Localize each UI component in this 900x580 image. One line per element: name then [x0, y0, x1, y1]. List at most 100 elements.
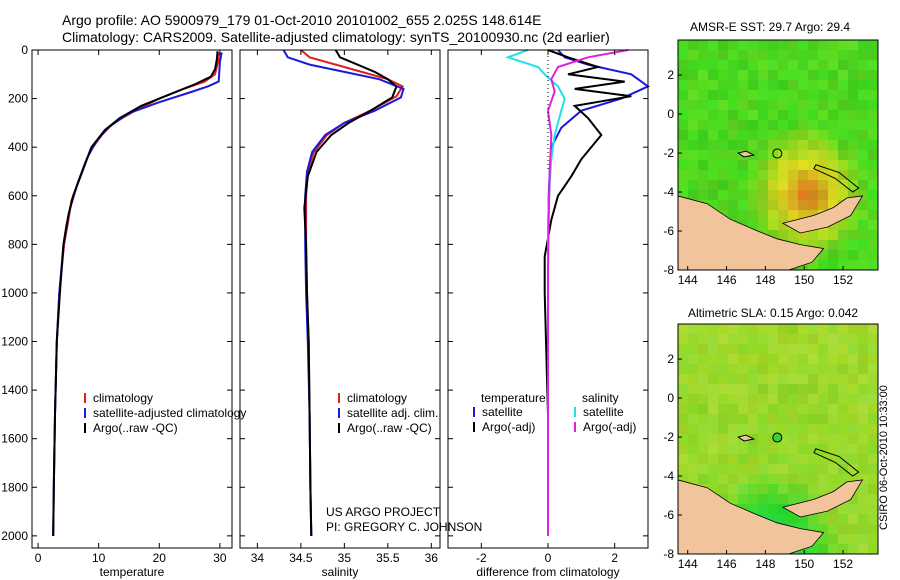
- sst-map-cell: [748, 160, 758, 170]
- sst-map-cell: [808, 240, 818, 250]
- sla-map-cell: [858, 434, 868, 444]
- sst-map-cell: [708, 40, 718, 50]
- legend-label-sal: climatology: [347, 391, 407, 405]
- sla-map-cell: [688, 454, 698, 464]
- sst-map-cell: [758, 120, 768, 130]
- sst-map-cell: [748, 200, 758, 210]
- sla-map-cell: [868, 524, 878, 534]
- sla-map-cell: [808, 494, 818, 504]
- sla-map-cell: [688, 394, 698, 404]
- sst-map-cell: [778, 40, 788, 50]
- sla-map-cell: [798, 344, 808, 354]
- sla-map-cell: [848, 364, 858, 374]
- sst-map-cell: [678, 90, 688, 100]
- pi-annotation: PI: GREGORY C. JOHNSON: [326, 520, 482, 534]
- legend-label-diff: Argo(-adj): [482, 420, 535, 434]
- sla-map-cell: [768, 504, 778, 514]
- sst-map-cell: [748, 70, 758, 80]
- sst-map-cell: [818, 240, 828, 250]
- sst-map-cell: [708, 120, 718, 130]
- sla-map-cell: [688, 384, 698, 394]
- sst-x-tick-label: 150: [794, 273, 814, 287]
- sla-map-cell: [758, 334, 768, 344]
- sst-map-cell: [708, 50, 718, 60]
- sla-map-cell: [678, 384, 688, 394]
- project-annotation: US ARGO PROJECT: [326, 505, 441, 519]
- y-tick-label-temp: 0: [21, 43, 28, 57]
- sla-map-cell: [828, 334, 838, 344]
- sst-map-cell: [758, 40, 768, 50]
- sla-map-cell: [788, 404, 798, 414]
- sst-map-cell: [798, 130, 808, 140]
- sla-map-cell: [848, 544, 858, 554]
- sst-map-cell: [828, 160, 838, 170]
- sst-map-frame: [677, 39, 879, 271]
- sla-map-cell: [738, 474, 748, 484]
- sla-map-cell: [798, 354, 808, 364]
- sla-map-cell: [738, 364, 748, 374]
- sla-map-cell: [788, 514, 798, 524]
- sst-map-cell: [848, 140, 858, 150]
- sst-map-cell: [758, 160, 768, 170]
- sst-map-cell: [798, 200, 808, 210]
- sla-map-cell: [748, 394, 758, 404]
- sst-map-cell: [798, 190, 808, 200]
- legend-header-temperature: temperature: [481, 391, 546, 405]
- sst-map-cell: [788, 90, 798, 100]
- sst-map-cell: [808, 90, 818, 100]
- sst-map-cell: [688, 140, 698, 150]
- sla-map-cell: [848, 424, 858, 434]
- sst-y-tick-label: 2: [667, 68, 674, 82]
- sla-y-tick-label: 0: [667, 391, 674, 405]
- sst-map-cell: [748, 130, 758, 140]
- sla-map-cell: [678, 414, 688, 424]
- sst-map-cell: [808, 80, 818, 90]
- sst-map-cell: [868, 90, 878, 100]
- sla-map-cell: [718, 324, 728, 334]
- sla-map-cell: [848, 454, 858, 464]
- sla-map-cell: [768, 394, 778, 404]
- series-line-diff-3: [546, 49, 629, 536]
- sst-map-cell: [768, 210, 778, 220]
- sst-map-cell: [838, 40, 848, 50]
- sst-map-cell: [828, 230, 838, 240]
- sla-map-cell: [838, 434, 848, 444]
- sst-map-cell: [778, 50, 788, 60]
- sla-map-cell: [728, 354, 738, 364]
- sst-map-cell: [678, 50, 688, 60]
- sst-map-cell: [858, 170, 868, 180]
- x-tick-label-sal: 34: [251, 551, 265, 565]
- sst-y-tick-label: -4: [663, 185, 674, 199]
- sla-map-cell: [678, 334, 688, 344]
- sla-map-cell: [718, 344, 728, 354]
- sla-map-cell: [818, 434, 828, 444]
- sst-map-cell: [768, 130, 778, 140]
- sla-map-cell: [708, 434, 718, 444]
- sla-map-cell: [848, 374, 858, 384]
- sla-map-cell: [758, 494, 768, 504]
- sst-map-cell: [858, 260, 868, 270]
- sla-map-cell: [738, 354, 748, 364]
- sst-map-cell: [708, 130, 718, 140]
- sla-map-cell: [838, 394, 848, 404]
- sst-map-cell: [738, 190, 748, 200]
- sla-map-cell: [808, 444, 818, 454]
- sst-map-cell: [798, 40, 808, 50]
- sla-map-cell: [778, 394, 788, 404]
- sla-map-cell: [858, 344, 868, 354]
- sst-map-cell: [768, 110, 778, 120]
- sla-map-cell: [808, 384, 818, 394]
- sst-map-cell: [748, 100, 758, 110]
- sla-map-cell: [708, 364, 718, 374]
- sst-map-cell: [738, 130, 748, 140]
- sla-map-cell: [838, 444, 848, 454]
- sla-map-cell: [768, 444, 778, 454]
- sla-map-cell: [708, 384, 718, 394]
- sst-map-cell: [818, 70, 828, 80]
- sla-map-cell: [678, 454, 688, 464]
- sst-map-cell: [858, 190, 868, 200]
- sla-map-cell: [778, 324, 788, 334]
- sla-map-cell: [678, 474, 688, 484]
- sla-map-cell: [738, 394, 748, 404]
- sst-map-cell: [708, 200, 718, 210]
